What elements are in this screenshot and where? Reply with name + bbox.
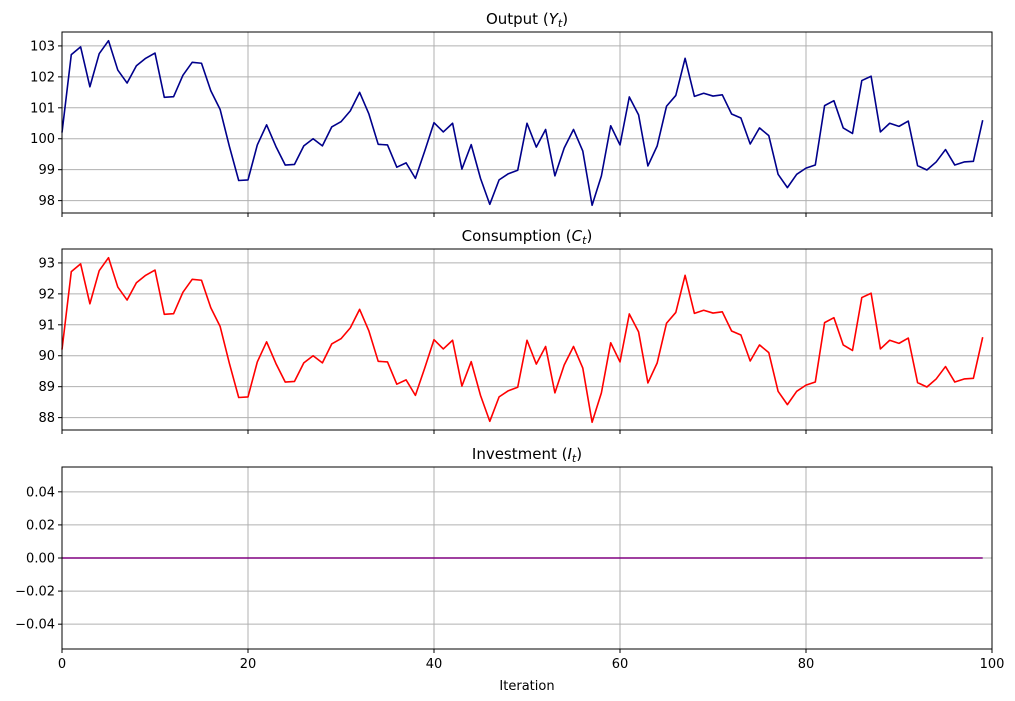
x-tick-label: 0 [58, 657, 66, 672]
y-tick-label: 102 [30, 70, 55, 85]
y-tick-label: 93 [38, 256, 55, 271]
axes-frame [61, 31, 993, 214]
y-tick-label: 89 [38, 380, 55, 395]
x-tick-label: 20 [240, 657, 257, 672]
x-tick-label: 80 [798, 657, 815, 672]
subplot-title: Output (Yt) [486, 10, 568, 30]
x-axis-label: Iteration [499, 679, 554, 694]
y-tick-label: 100 [30, 132, 55, 147]
subplot-output: 98 99 100 101 102 103 Output (Yt) [30, 10, 993, 217]
y-tick-label: 91 [38, 318, 55, 333]
x-tick-label: 60 [612, 657, 629, 672]
subplot-title: Investment (It) [472, 445, 582, 465]
subplot-investment: 0.04 0.02 0.00 −0.02 −0.04 0 20 40 60 80 100 Invest… [15, 445, 1004, 672]
x-tick-label: 100 [980, 657, 1005, 672]
y-tick-label: 99 [38, 163, 55, 178]
series-line-output [61, 39, 984, 207]
y-tick-label: 0.04 [26, 485, 55, 500]
x-tick-label: 40 [426, 657, 443, 672]
y-tick-label: 0.02 [26, 518, 55, 533]
y-tick-label: 0.00 [26, 552, 55, 567]
y-tick-label: 92 [38, 287, 55, 302]
y-tick-label: 101 [30, 101, 55, 116]
y-tick-label: 103 [30, 39, 55, 54]
y-tick-label: −0.04 [15, 618, 55, 633]
subplot-consumption: 88 89 90 91 92 93 Consumption (Ct) [38, 227, 993, 434]
subplot-title: Consumption (Ct) [462, 227, 593, 247]
series-line-consumption [61, 256, 984, 424]
y-tick-label: 98 [38, 194, 55, 209]
axes-frame [61, 248, 993, 431]
y-tick-label: 90 [38, 349, 55, 364]
y-tick-label: 88 [38, 411, 55, 426]
y-tick-label: −0.02 [15, 585, 55, 600]
